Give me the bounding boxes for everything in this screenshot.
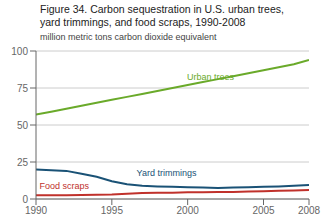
svg-text:2005: 2005: [252, 205, 275, 216]
svg-text:25: 25: [17, 157, 29, 168]
svg-text:100: 100: [11, 46, 28, 57]
svg-text:0: 0: [22, 194, 28, 205]
svg-text:50: 50: [17, 120, 29, 131]
html-text:Figure 34. Carbon sequestratio: Figure 34. Carbon sequestration in U.S. …: [40, 3, 284, 15]
svg-text:1990: 1990: [25, 205, 48, 216]
svg-text:2008: 2008: [298, 205, 321, 216]
html-text:yard trimmings, and food scrap: yard trimmings, and food scraps, 1990-20…: [40, 16, 246, 28]
html-text:million metric tons carbon dio: million metric tons carbon dioxide equiv…: [40, 32, 217, 42]
svg-text:1995: 1995: [101, 205, 124, 216]
svg-text:2000: 2000: [177, 205, 200, 216]
svg-text:75: 75: [17, 83, 29, 94]
svg-text:Yard trimmings: Yard trimmings: [137, 168, 197, 178]
svg-text:Food scraps: Food scraps: [40, 181, 90, 191]
svg-text:Urban trees: Urban trees: [187, 72, 235, 82]
